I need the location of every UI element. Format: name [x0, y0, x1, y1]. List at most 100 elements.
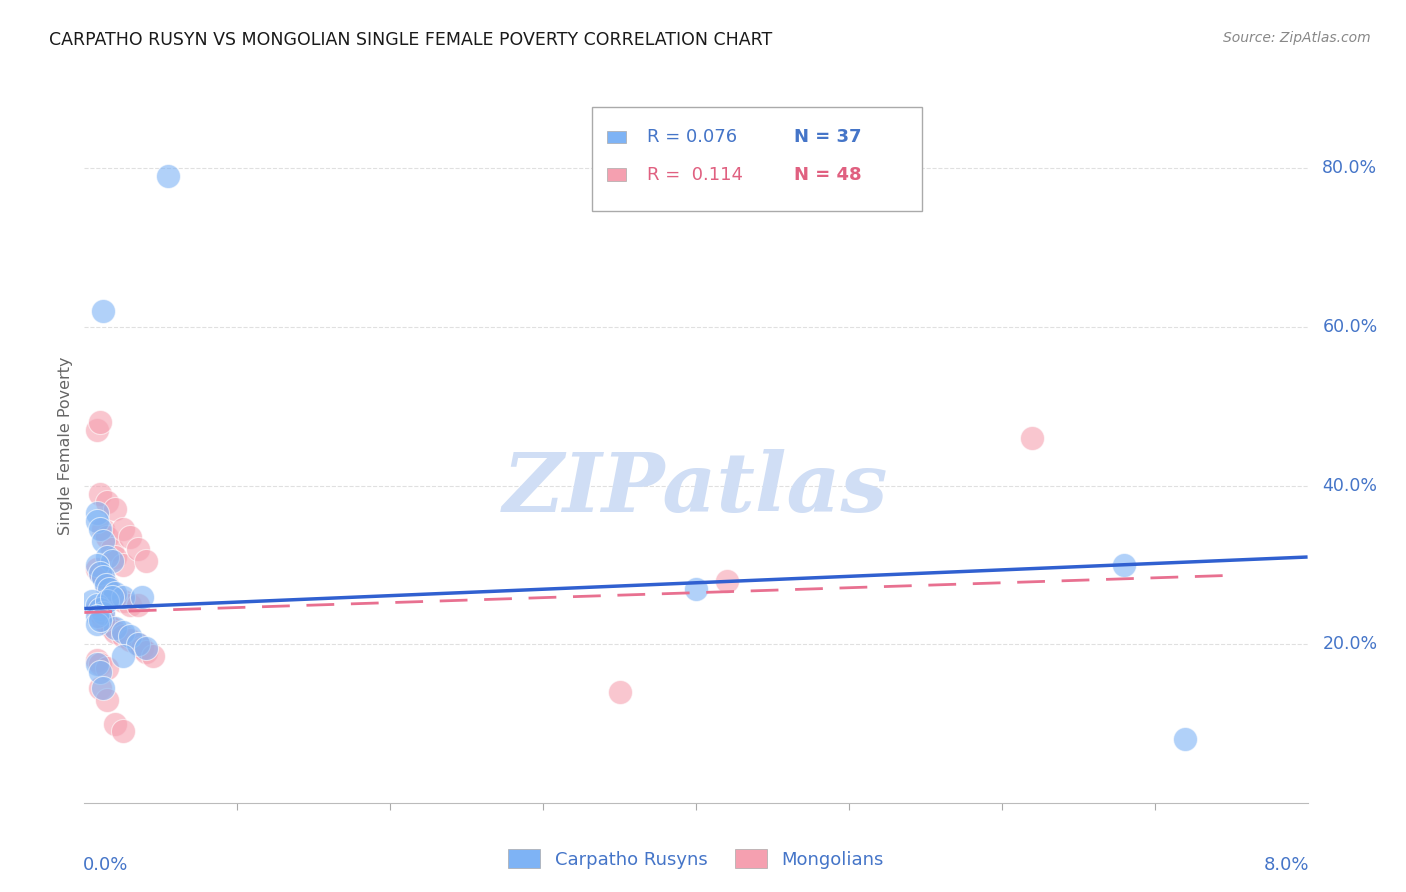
- Point: [91, 614, 114, 628]
- Text: CARPATHO RUSYN VS MONGOLIAN SINGLE FEMALE POVERTY CORRELATION CHART: CARPATHO RUSYN VS MONGOLIAN SINGLE FEMAL…: [49, 31, 772, 49]
- Point: [127, 637, 149, 651]
- Point: [104, 549, 127, 564]
- Y-axis label: Single Female Poverty: Single Female Poverty: [58, 357, 73, 535]
- FancyBboxPatch shape: [592, 107, 922, 211]
- Bar: [606, 130, 627, 144]
- Point: [91, 570, 114, 584]
- Point: [1174, 732, 1197, 747]
- Point: [111, 522, 134, 536]
- Point: [86, 598, 108, 612]
- Text: 40.0%: 40.0%: [1322, 476, 1378, 495]
- Point: [127, 637, 149, 651]
- Point: [91, 609, 114, 624]
- Point: [86, 617, 108, 632]
- Point: [104, 625, 127, 640]
- Point: [111, 629, 134, 643]
- Point: [97, 582, 120, 596]
- Point: [89, 606, 111, 620]
- Point: [89, 522, 111, 536]
- Point: [120, 629, 142, 643]
- Point: [135, 645, 157, 659]
- Point: [120, 633, 142, 648]
- Point: [111, 724, 134, 739]
- Point: [135, 554, 157, 568]
- Point: [142, 649, 165, 664]
- Point: [104, 716, 127, 731]
- Text: 60.0%: 60.0%: [1322, 318, 1378, 336]
- Point: [135, 641, 157, 656]
- Point: [89, 681, 111, 695]
- Point: [157, 169, 180, 184]
- Point: [131, 590, 153, 604]
- Point: [86, 423, 108, 437]
- Point: [89, 601, 111, 615]
- Point: [120, 530, 142, 544]
- Point: [96, 549, 118, 564]
- Point: [91, 304, 114, 318]
- Point: [111, 590, 134, 604]
- Point: [685, 582, 707, 596]
- Text: 20.0%: 20.0%: [1322, 635, 1378, 653]
- Text: R = 0.076: R = 0.076: [647, 128, 737, 146]
- Point: [111, 625, 134, 640]
- Point: [91, 534, 114, 549]
- Point: [96, 578, 118, 592]
- Point: [104, 590, 127, 604]
- Point: [96, 494, 118, 508]
- Text: N = 37: N = 37: [794, 128, 862, 146]
- Point: [131, 641, 153, 656]
- Point: [111, 593, 134, 607]
- Point: [101, 585, 124, 599]
- Point: [89, 657, 111, 671]
- Point: [127, 542, 149, 557]
- Point: [609, 685, 631, 699]
- Point: [86, 507, 108, 521]
- Point: [80, 593, 103, 607]
- Point: [91, 606, 114, 620]
- Point: [86, 657, 108, 671]
- Point: [101, 554, 124, 568]
- Text: 0.0%: 0.0%: [83, 856, 128, 874]
- Point: [89, 566, 111, 580]
- Text: Source: ZipAtlas.com: Source: ZipAtlas.com: [1223, 31, 1371, 45]
- Point: [91, 570, 114, 584]
- Point: [96, 593, 118, 607]
- Point: [89, 486, 111, 500]
- Bar: [606, 169, 627, 181]
- Legend: Carpatho Rusyns, Mongolians: Carpatho Rusyns, Mongolians: [501, 842, 891, 876]
- Point: [716, 574, 738, 588]
- Point: [101, 542, 124, 557]
- Point: [111, 649, 134, 664]
- Point: [96, 661, 118, 675]
- Point: [120, 598, 142, 612]
- Point: [104, 502, 127, 516]
- Point: [104, 585, 127, 599]
- Point: [101, 590, 124, 604]
- Point: [86, 558, 108, 572]
- Point: [89, 606, 111, 620]
- Point: [86, 609, 108, 624]
- Point: [96, 692, 118, 706]
- Point: [96, 530, 118, 544]
- Text: R =  0.114: R = 0.114: [647, 166, 742, 184]
- Point: [94, 578, 117, 592]
- Point: [91, 522, 114, 536]
- Point: [91, 681, 114, 695]
- Point: [101, 621, 124, 635]
- Point: [1021, 431, 1043, 445]
- Point: [89, 566, 111, 580]
- Text: ZIPatlas: ZIPatlas: [503, 449, 889, 529]
- Point: [89, 614, 111, 628]
- Point: [86, 653, 108, 667]
- Point: [104, 590, 127, 604]
- Point: [89, 415, 111, 429]
- Point: [86, 514, 108, 528]
- Point: [86, 601, 108, 615]
- Text: 8.0%: 8.0%: [1264, 856, 1309, 874]
- Text: N = 48: N = 48: [794, 166, 862, 184]
- Point: [96, 617, 118, 632]
- Point: [111, 558, 134, 572]
- Point: [127, 598, 149, 612]
- Text: 80.0%: 80.0%: [1322, 160, 1378, 178]
- Point: [86, 562, 108, 576]
